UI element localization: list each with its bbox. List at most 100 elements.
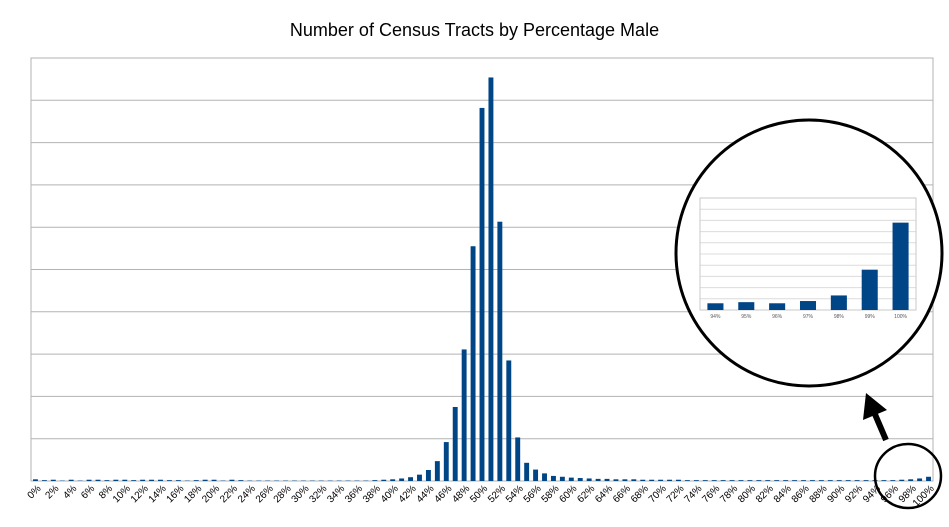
- inset-grid-lines: [700, 208, 916, 300]
- bar-87%: [809, 480, 815, 481]
- bar-77%: [720, 480, 726, 481]
- bar-90%: [836, 480, 842, 481]
- inset-bar-96%: [769, 303, 786, 310]
- bar-81%: [756, 480, 762, 481]
- bar-59%: [559, 476, 565, 481]
- bar-6%: [86, 479, 92, 481]
- bar-56%: [533, 469, 539, 481]
- bar-66%: [622, 479, 628, 481]
- inset-x-tick-label: 96%: [772, 314, 783, 320]
- bar-54%: [515, 437, 521, 481]
- bar-10%: [122, 479, 128, 481]
- inset-bar-94%: [707, 303, 724, 310]
- bar-92%: [854, 480, 860, 481]
- inset-bar-97%: [799, 301, 817, 310]
- bar-4%: [68, 479, 74, 481]
- bar-0%: [33, 479, 38, 481]
- bar-78%: [729, 480, 735, 481]
- bar-23%: [238, 480, 244, 481]
- bar-50%: [479, 107, 485, 481]
- inset-x-tick-label: 99%: [865, 314, 876, 320]
- bar-1%: [41, 480, 47, 481]
- bar-series: [33, 77, 931, 482]
- bar-60%: [568, 477, 574, 481]
- bar-65%: [613, 479, 619, 481]
- bar-14%: [158, 479, 163, 481]
- bar-13%: [149, 479, 155, 481]
- bar-75%: [702, 480, 708, 481]
- bar-19%: [202, 479, 208, 481]
- bar-79%: [738, 480, 744, 481]
- inset-x-axis-ticks: 94% 95% 96% 97% 98% 99% 100%: [710, 314, 907, 320]
- bar-16%: [175, 480, 181, 481]
- bar-20%: [211, 479, 217, 481]
- bar-40%: [390, 479, 396, 481]
- bar-84%: [783, 480, 789, 481]
- inset-bar-series: [707, 222, 909, 310]
- bar-48%: [461, 349, 467, 481]
- bar-55%: [524, 462, 530, 481]
- bar-41%: [399, 478, 405, 481]
- bar-73%: [684, 480, 690, 481]
- inset-bar-99%: [861, 269, 878, 310]
- bar-86%: [801, 480, 806, 481]
- bar-71%: [667, 479, 673, 481]
- bar-61%: [577, 478, 583, 481]
- bar-70%: [658, 479, 664, 481]
- bar-42%: [408, 477, 414, 481]
- bar-38%: [372, 480, 378, 481]
- bar-8%: [104, 480, 110, 481]
- bar-99%: [917, 478, 923, 481]
- inset-x-tick-label: 100%: [894, 314, 907, 320]
- bar-49%: [470, 246, 476, 481]
- bar-96%: [890, 480, 896, 481]
- highlight-circle: [873, 442, 943, 510]
- bar-9%: [113, 479, 119, 481]
- bar-18%: [193, 480, 199, 481]
- bar-63%: [595, 478, 601, 481]
- zoom-circle: [674, 118, 944, 388]
- inset-bar-98%: [830, 295, 847, 310]
- bar-85%: [792, 480, 798, 481]
- bar-58%: [550, 475, 556, 481]
- bar-80%: [747, 480, 753, 481]
- bar-100%: [926, 476, 931, 481]
- inset-x-tick-label: 97%: [803, 314, 814, 320]
- bar-76%: [711, 480, 717, 481]
- bar-39%: [381, 479, 387, 481]
- inset-x-tick-label: 95%: [741, 314, 752, 320]
- bar-83%: [774, 480, 780, 481]
- bar-11%: [131, 480, 137, 481]
- bar-97%: [899, 479, 905, 481]
- bar-89%: [827, 480, 833, 481]
- inset-x-tick-label: 94%: [710, 314, 721, 320]
- bar-22%: [229, 479, 235, 481]
- bar-7%: [95, 479, 101, 481]
- bar-68%: [640, 479, 646, 481]
- bar-69%: [649, 479, 655, 481]
- bar-88%: [818, 480, 824, 481]
- bar-53%: [506, 360, 512, 481]
- bar-43%: [417, 474, 422, 481]
- bar-82%: [765, 480, 771, 481]
- bar-45%: [434, 461, 440, 481]
- bar-46%: [443, 442, 449, 481]
- bar-57%: [542, 473, 547, 481]
- bar-74%: [693, 480, 699, 481]
- inset-x-tick-label: 98%: [834, 314, 845, 320]
- arrow-icon: [863, 393, 889, 442]
- chart-title: Number of Census Tracts by Percentage Ma…: [289, 20, 660, 40]
- bar-64%: [604, 478, 610, 481]
- bar-2%: [50, 479, 56, 481]
- bar-47%: [452, 406, 458, 481]
- inset-bar-95%: [738, 302, 755, 310]
- bar-62%: [586, 478, 592, 481]
- bar-91%: [845, 480, 851, 481]
- bar-93%: [863, 480, 869, 481]
- bar-95%: [881, 480, 887, 481]
- bar-98%: [908, 479, 914, 481]
- inset-bar-100%: [892, 222, 909, 310]
- bar-72%: [676, 479, 681, 481]
- bar-44%: [425, 470, 431, 481]
